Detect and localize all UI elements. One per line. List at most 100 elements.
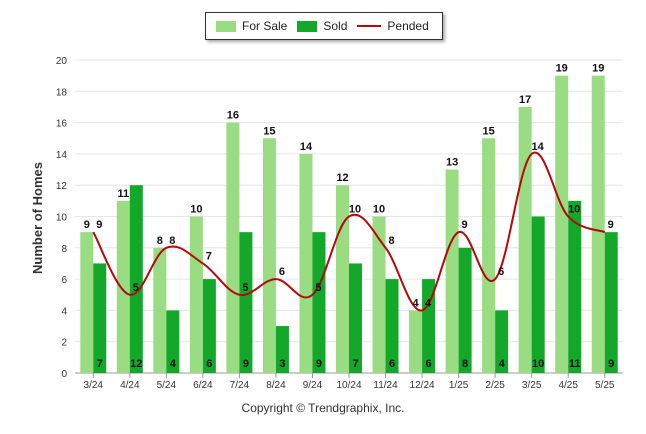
sold-bar xyxy=(93,263,107,373)
y-tick-label: 6 xyxy=(61,275,67,286)
for-sale-label: 12 xyxy=(336,172,348,184)
for-sale-bar xyxy=(555,75,569,374)
for-sale-label: 19 xyxy=(556,63,568,75)
y-tick-label: 0 xyxy=(61,369,67,380)
sold-bar xyxy=(458,247,472,373)
x-tick-label: 8/24 xyxy=(266,380,286,391)
y-tick-label: 4 xyxy=(61,306,67,317)
pended-swatch xyxy=(357,25,382,27)
pended-label: 10 xyxy=(568,204,580,216)
bars xyxy=(80,75,618,374)
sold-label: 6 xyxy=(389,358,395,370)
legend: For Sale Sold Pended xyxy=(205,12,443,40)
for-sale-label: 11 xyxy=(117,188,129,200)
x-tick-label: 5/25 xyxy=(595,380,615,391)
sold-label: 9 xyxy=(243,358,249,370)
legend-label-pended: Pended xyxy=(387,19,429,33)
sold-bar xyxy=(349,263,362,373)
for-sale-bar xyxy=(226,122,240,373)
pended-line xyxy=(92,151,606,312)
sold-label: 7 xyxy=(97,358,103,370)
pended-label: 5 xyxy=(133,282,139,294)
for-sale-label: 10 xyxy=(373,204,385,216)
pended-label: 10 xyxy=(349,204,361,216)
pended-label: 8 xyxy=(388,235,394,247)
legend-item-for-sale[interactable]: For Sale xyxy=(216,19,287,33)
sold-label: 4 xyxy=(499,358,506,370)
x-tick-label: 6/24 xyxy=(193,380,213,391)
copyright: Copyright © Trendgraphix, Inc. xyxy=(241,401,405,415)
for-sale-bar xyxy=(591,75,605,374)
for-sale-bar xyxy=(336,185,349,373)
x-tick-label: 3/24 xyxy=(84,380,104,391)
sold-label: 8 xyxy=(462,358,468,370)
sold-bar xyxy=(239,232,253,373)
y-axis-ticks: 0 2 4 6 8 10 12 14 16 18 20 xyxy=(56,56,68,380)
for-sale-label: 13 xyxy=(446,157,458,169)
pended-series-line xyxy=(92,151,606,312)
sold-label: 6 xyxy=(206,358,212,370)
pended-label: 4 xyxy=(425,297,432,309)
for-sale-bar xyxy=(445,169,459,373)
sold-label: 6 xyxy=(426,358,432,370)
x-axis: 3/24 4/24 5/24 6/24 7/24 8/24 9/24 10/24 11/24 12… xyxy=(84,373,615,391)
x-tick-label: 3/25 xyxy=(522,380,542,391)
pended-label: 5 xyxy=(242,282,248,294)
for-sale-label: 15 xyxy=(483,125,495,137)
for-sale-swatch xyxy=(216,20,236,32)
sold-label: 3 xyxy=(279,358,285,370)
for-sale-label: 19 xyxy=(592,63,604,75)
pended-label: 9 xyxy=(608,219,614,231)
legend-label-sold: Sold xyxy=(323,19,348,33)
pended-label: 6 xyxy=(279,266,285,278)
pended-label: 6 xyxy=(498,266,504,278)
x-tick-label: 12/24 xyxy=(410,380,435,391)
for-sale-label: 9 xyxy=(84,219,90,231)
legend-item-sold[interactable]: Sold xyxy=(297,19,347,33)
for-sale-label: 16 xyxy=(227,110,239,122)
for-sale-bar xyxy=(116,200,130,373)
sold-label: 11 xyxy=(569,358,581,370)
sold-bar xyxy=(604,232,618,373)
x-tick-label: 11/24 xyxy=(373,380,398,391)
for-sale-bar xyxy=(262,138,276,373)
for-sale-label: 10 xyxy=(190,204,202,216)
sold-label: 9 xyxy=(608,358,614,370)
x-tick-label: 4/24 xyxy=(120,380,140,391)
y-tick-label: 16 xyxy=(56,119,68,130)
for-sale-bar xyxy=(518,106,532,373)
x-tick-label: 4/25 xyxy=(558,380,578,391)
for-sale-bar xyxy=(482,138,496,373)
y-tick-label: 14 xyxy=(56,150,68,161)
y-tick-label: 2 xyxy=(61,338,67,349)
data-labels: 9 7 9 11 12 5 8 4 8 10 6 7 16 9 5 15 3 6 14 9 5 12 7 10 10 6 8 4 6 4 1… xyxy=(84,63,615,370)
sold-bar xyxy=(312,232,326,373)
sold-bar xyxy=(568,200,582,373)
sold-label: 7 xyxy=(352,358,358,370)
pended-label: 9 xyxy=(462,219,468,231)
for-sale-label: 8 xyxy=(157,235,163,247)
for-sale-label: 14 xyxy=(300,141,313,153)
y-tick-label: 20 xyxy=(56,56,68,67)
sold-label: 12 xyxy=(130,358,142,370)
sold-bar xyxy=(495,310,509,373)
sold-bar xyxy=(385,279,399,373)
sold-bar xyxy=(275,326,289,373)
pended-label: 7 xyxy=(206,250,212,262)
pended-label: 8 xyxy=(169,235,175,247)
sold-bar xyxy=(166,310,180,373)
for-sale-bar xyxy=(409,310,423,373)
for-sale-bar xyxy=(189,216,203,373)
legend-item-pended[interactable]: Pended xyxy=(357,19,429,33)
x-tick-label: 1/25 xyxy=(449,380,469,391)
y-tick-label: 10 xyxy=(56,213,68,224)
x-tick-label: 9/24 xyxy=(303,380,323,391)
sold-swatch xyxy=(297,20,318,32)
x-tick-label: 10/24 xyxy=(336,380,361,391)
x-tick-label: 2/25 xyxy=(485,380,505,391)
y-tick-label: 8 xyxy=(61,244,67,255)
sold-bar xyxy=(129,185,143,373)
for-sale-bar xyxy=(299,153,313,373)
for-sale-bar xyxy=(153,247,167,373)
